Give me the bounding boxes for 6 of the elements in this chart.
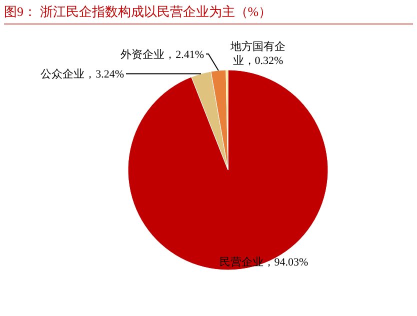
chart-title: 图9： 浙江民企指数构成以民营企业为主（%） [4, 4, 272, 19]
slice-label: 公众企业，3.24% [40, 68, 124, 81]
slice-label: 地方国有企业，0.32% [230, 40, 286, 67]
slice-label: 民营企业，94.03% [219, 255, 308, 268]
pie-slice [128, 70, 328, 270]
slice-label: 外资企业，2.41% [120, 48, 204, 61]
